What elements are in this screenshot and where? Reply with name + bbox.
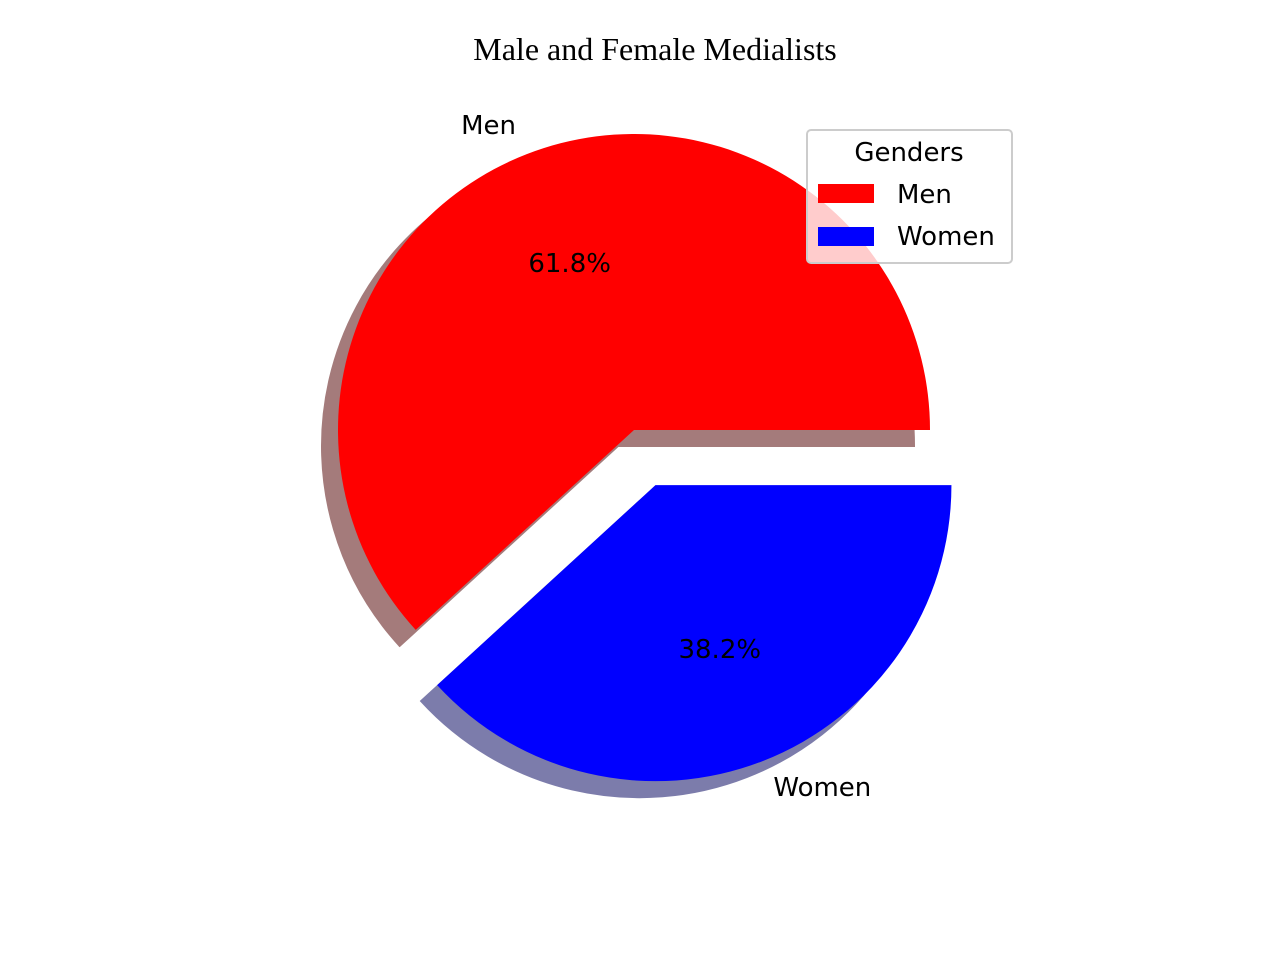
slice-label-women: Women [773, 773, 871, 803]
legend-label-men: Men [897, 180, 952, 210]
legend-label-women: Women [897, 222, 995, 252]
pie-slices [338, 133, 952, 782]
legend: Genders Men Women [806, 129, 1013, 264]
legend-swatch-women [818, 227, 874, 246]
legend-title: Genders [854, 138, 963, 168]
slice-labels: Men Women [461, 111, 871, 803]
pie-slice-women [437, 485, 952, 782]
percent-labels: 61.8% 38.2% [528, 249, 761, 665]
pie-slice-men [338, 133, 931, 630]
percent-label-women: 38.2% [678, 635, 761, 665]
chart-title: Male and Female Medialists [473, 31, 836, 67]
slice-label-men: Men [461, 111, 516, 141]
legend-swatch-men [818, 184, 874, 203]
percent-label-men: 61.8% [528, 249, 611, 279]
